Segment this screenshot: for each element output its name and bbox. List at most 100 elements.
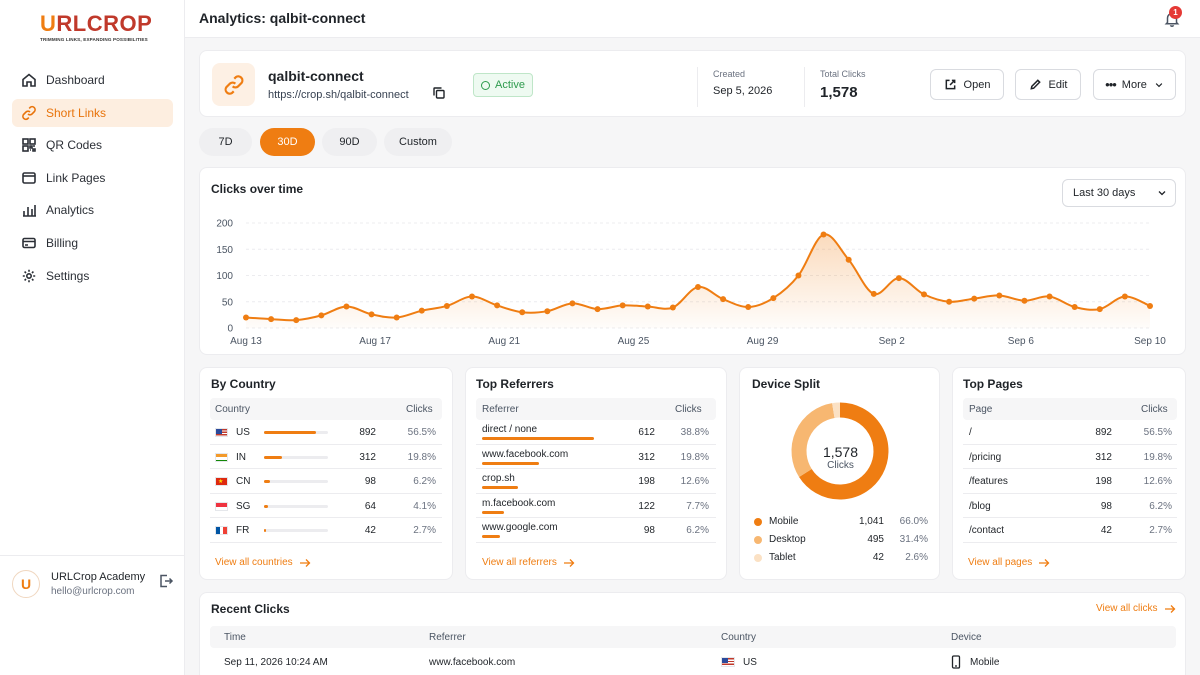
page-clicks: 98 <box>1100 500 1112 512</box>
arrow-right-icon <box>1039 558 1050 567</box>
link-avatar <box>212 63 255 106</box>
page-path: /pricing <box>969 451 1002 463</box>
column-header-time: Time <box>224 632 246 643</box>
urlcrop-logo[interactable]: URLCROP TRIMMING LINKS, EXPANDING POSSIB… <box>40 12 152 43</box>
table-row[interactable]: m.facebook.com 122 7.7% <box>476 494 716 518</box>
view-all-pages-link[interactable]: View all pages <box>968 557 1050 568</box>
table-row[interactable]: www.google.com 98 6.2% <box>476 518 716 543</box>
range-tab-custom[interactable]: Custom <box>384 128 452 156</box>
open-button[interactable]: Open <box>930 69 1004 100</box>
range-tab-30d[interactable]: 30D <box>260 128 315 156</box>
page-percent: 56.5% <box>1143 427 1172 438</box>
logout-icon[interactable] <box>158 573 174 589</box>
page-clicks: 312 <box>1095 451 1112 463</box>
table-header: Time Referrer Country Device <box>210 626 1176 648</box>
us-flag-icon <box>721 657 735 667</box>
device-percent: 66.0% <box>899 516 928 527</box>
data-point <box>971 295 978 302</box>
donut-slice <box>799 402 889 500</box>
home-icon <box>22 73 36 87</box>
table-header: Country Clicks <box>210 398 442 420</box>
sidebar-item-link-pages[interactable]: Link Pages <box>12 164 173 192</box>
view-all-label: View all countries <box>215 557 293 568</box>
share-bar-fill <box>482 510 505 514</box>
table-row[interactable]: / 892 56.5% <box>963 420 1177 445</box>
data-point <box>895 275 902 282</box>
data-point <box>569 300 576 307</box>
avatar[interactable]: U <box>12 570 40 598</box>
share-bar-fill <box>264 455 283 459</box>
device-name: Desktop <box>769 534 806 545</box>
table-row[interactable]: /features 198 12.6% <box>963 469 1177 494</box>
data-point <box>469 293 475 300</box>
x-tick-label: Aug 25 <box>618 336 650 347</box>
edit-label: Edit <box>1048 78 1068 91</box>
table-row[interactable]: ★ CN 98 6.2% <box>210 469 442 494</box>
sidebar-item-billing[interactable]: Billing <box>12 229 173 257</box>
referrer-clicks: 612 <box>638 427 655 438</box>
sidebar-item-short-links[interactable]: Short Links <box>12 98 173 127</box>
edit-button[interactable]: Edit <box>1015 69 1081 100</box>
table-row[interactable]: crop.sh 198 12.6% <box>476 469 716 494</box>
sidebar-item-analytics[interactable]: Analytics <box>12 196 173 224</box>
referrer-percent: 7.7% <box>686 500 709 512</box>
table-row[interactable]: US 892 56.5% <box>210 420 442 445</box>
range-tab-90d[interactable]: 90D <box>322 128 377 156</box>
column-header-page: Page <box>969 404 993 415</box>
table-row[interactable]: FR 42 2.7% <box>210 518 442 543</box>
view-all-clicks-link[interactable]: View all clicks <box>1096 603 1176 614</box>
data-point <box>845 256 852 263</box>
view-all-countries-link[interactable]: View all countries <box>215 557 311 568</box>
data-point <box>770 295 777 302</box>
table-row[interactable]: IN 312 19.8% <box>210 445 442 469</box>
account-name: URLCrop Academy <box>51 571 146 583</box>
table-row[interactable]: Sep 11, 2026 10:24 AM www.facebook.com U… <box>210 650 1176 674</box>
status-text: Active <box>495 79 525 91</box>
created-label: Created <box>713 69 746 79</box>
short-url[interactable]: https://crop.sh/qalbit-connect <box>268 89 409 101</box>
data-point <box>1096 306 1103 313</box>
table-row[interactable]: www.facebook.com 312 19.8% <box>476 445 716 469</box>
referrer-clicks: 198 <box>638 476 655 487</box>
sidebar-item-qr-codes[interactable]: QR Codes <box>12 131 173 159</box>
data-point <box>619 302 626 309</box>
country-clicks: 64 <box>364 500 376 512</box>
sidebar-item-label: Short Links <box>46 105 107 120</box>
divider <box>804 67 805 107</box>
view-all-referrers-link[interactable]: View all referrers <box>482 557 575 568</box>
sidebar-item-settings[interactable]: Settings <box>12 262 173 290</box>
share-bar-fill <box>482 535 500 538</box>
date-range-select[interactable]: Last 30 days <box>1062 179 1176 207</box>
copy-icon[interactable] <box>432 86 446 100</box>
table-row[interactable]: /blog 98 6.2% <box>963 494 1177 518</box>
legend-item: Mobile 1,041 66.0% <box>754 514 930 530</box>
referrer-name: m.facebook.com <box>482 497 556 509</box>
table-row[interactable]: SG 64 4.1% <box>210 494 442 518</box>
table-row[interactable]: direct / none 612 38.8% <box>476 420 716 445</box>
card-title: Clicks over time <box>211 182 304 196</box>
date-range-value: Last 30 days <box>1073 187 1136 199</box>
column-header-clicks: Clicks <box>406 404 433 415</box>
range-tab-7d[interactable]: 7D <box>199 128 252 156</box>
arrow-right-icon <box>563 558 575 567</box>
table-row[interactable]: /contact 42 2.7% <box>963 518 1177 543</box>
legend-swatch <box>754 536 762 544</box>
more-button[interactable]: ••• More <box>1093 69 1176 100</box>
x-tick-label: Sep 10 <box>1134 336 1166 347</box>
us-flag-icon <box>215 428 228 437</box>
chevron-down-icon <box>1158 191 1166 196</box>
country-code: FR <box>236 525 250 536</box>
share-bar-fill <box>264 480 270 483</box>
page-percent: 19.8% <box>1143 451 1172 463</box>
sidebar-item-dashboard[interactable]: Dashboard <box>12 66 173 94</box>
avatar-letter: U <box>20 576 32 592</box>
referrer-clicks: 98 <box>643 525 655 536</box>
sidebar-item-label: Link Pages <box>46 170 106 185</box>
country-percent: 2.7% <box>413 525 436 536</box>
data-point <box>946 298 953 305</box>
table-row[interactable]: /pricing 312 19.8% <box>963 445 1177 469</box>
link-summary-card: qalbit-connect https://crop.sh/qalbit-co… <box>199 50 1186 117</box>
country-percent: 19.8% <box>407 451 436 463</box>
data-point <box>921 291 927 298</box>
notification-count-badge: 1 <box>1169 6 1182 19</box>
